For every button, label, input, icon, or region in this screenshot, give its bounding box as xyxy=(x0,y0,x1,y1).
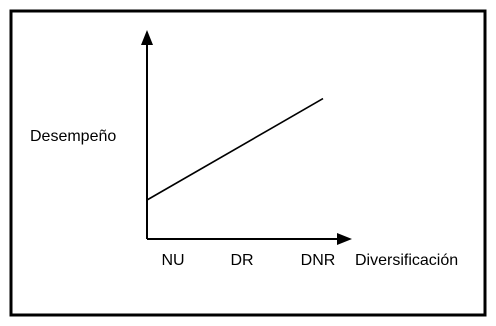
x-axis-arrowhead xyxy=(337,233,352,245)
x-tick-label-dnr: DNR xyxy=(301,252,336,269)
x-tick-label-dr: DR xyxy=(230,252,253,269)
y-axis-arrowhead xyxy=(141,30,153,45)
x-axis-title: Diversificación xyxy=(355,252,458,269)
axes xyxy=(141,30,352,245)
series-layer xyxy=(146,97,324,201)
x-tick-label-nu: NU xyxy=(161,252,184,269)
outer-border xyxy=(9,9,487,317)
series-line-0 xyxy=(146,97,324,201)
labels-layer: NU DR DNR Diversificación Desempeño xyxy=(30,128,458,269)
y-axis-title: Desempeño xyxy=(30,128,116,145)
